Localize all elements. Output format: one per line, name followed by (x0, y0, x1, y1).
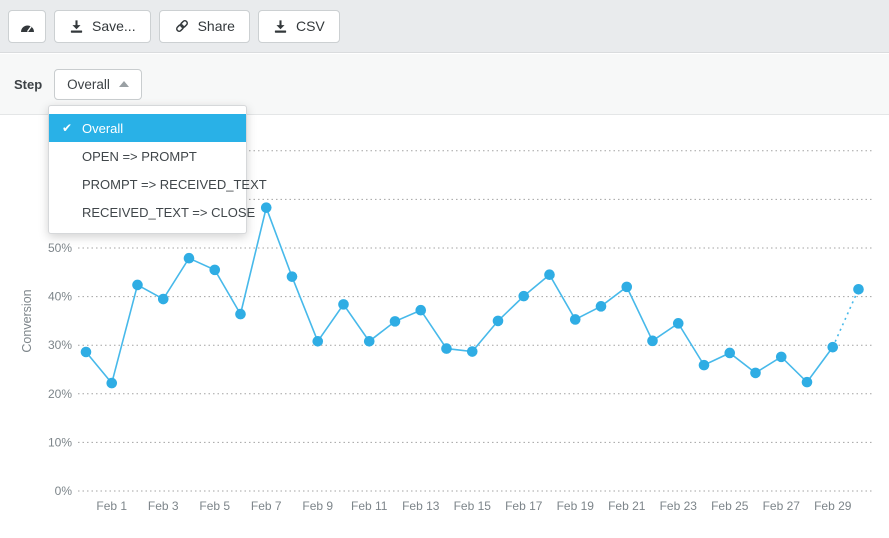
svg-text:Feb 1: Feb 1 (96, 499, 127, 513)
svg-text:Conversion: Conversion (20, 289, 34, 352)
menu-item-received-text-close[interactable]: RECEIVED_TEXT => CLOSE (49, 198, 255, 226)
svg-text:Feb 27: Feb 27 (763, 499, 801, 513)
svg-text:10%: 10% (48, 435, 72, 449)
menu-item-label: PROMPT => RECEIVED_TEXT (82, 176, 267, 192)
step-row: Step Overall (0, 54, 889, 115)
svg-text:Feb 7: Feb 7 (251, 499, 282, 513)
svg-text:Feb 21: Feb 21 (608, 499, 646, 513)
share-button[interactable]: Share (158, 9, 250, 43)
menu-item-label: Overall (82, 120, 124, 136)
share-button-label: Share (197, 18, 235, 34)
download-icon (69, 19, 84, 34)
menu-item-prompt-received-text[interactable]: PROMPT => RECEIVED_TEXT (49, 170, 267, 198)
svg-text:Feb 19: Feb 19 (557, 499, 595, 513)
svg-text:Feb 11: Feb 11 (351, 499, 388, 513)
csv-button-label: CSV (295, 18, 325, 34)
chevron-up-icon (118, 81, 129, 87)
menu-item-label: OPEN => PROMPT (82, 148, 197, 164)
step-label: Step (14, 76, 43, 92)
dashboard-button[interactable] (8, 9, 46, 43)
svg-text:Feb 23: Feb 23 (660, 499, 698, 513)
svg-text:30%: 30% (48, 338, 72, 352)
svg-text:Feb 15: Feb 15 (454, 499, 492, 513)
svg-text:Feb 3: Feb 3 (148, 499, 179, 513)
gauge-icon (19, 19, 36, 34)
menu-item-overall[interactable]: ✔ Overall (49, 114, 246, 142)
svg-text:40%: 40% (48, 290, 72, 304)
svg-text:Feb 17: Feb 17 (505, 499, 543, 513)
step-select-value: Overall (67, 76, 110, 92)
svg-text:Feb 29: Feb 29 (814, 499, 852, 513)
step-select[interactable]: Overall (54, 68, 142, 100)
download-icon (273, 19, 288, 34)
svg-text:Feb 9: Feb 9 (302, 499, 333, 513)
save-button-label: Save... (92, 18, 136, 34)
svg-text:0%: 0% (55, 484, 73, 498)
menu-item-open-prompt[interactable]: OPEN => PROMPT (49, 142, 246, 170)
link-icon (174, 18, 190, 34)
svg-text:Feb 13: Feb 13 (402, 499, 440, 513)
svg-text:50%: 50% (48, 241, 72, 255)
svg-text:20%: 20% (48, 387, 72, 401)
svg-text:Feb 25: Feb 25 (711, 499, 749, 513)
menu-item-label: RECEIVED_TEXT => CLOSE (82, 204, 256, 220)
checkmark-icon: ✔ (62, 121, 73, 135)
toolbar: Save... Share CSV (0, 0, 889, 53)
svg-text:Feb 5: Feb 5 (199, 499, 230, 513)
csv-button[interactable]: CSV (257, 9, 340, 43)
step-dropdown-menu: ✔ Overall OPEN => PROMPT PROMPT => RECEI… (48, 105, 267, 234)
save-button[interactable]: Save... (54, 9, 151, 43)
